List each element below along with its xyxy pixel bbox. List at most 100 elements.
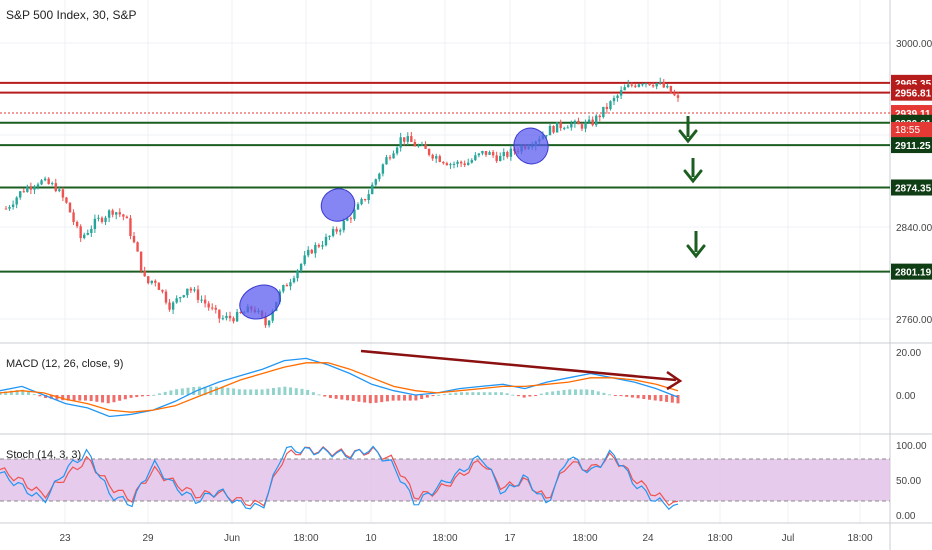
highlight-ellipse bbox=[513, 127, 549, 165]
macd-histogram-bar bbox=[454, 392, 458, 395]
candle-body bbox=[97, 217, 100, 219]
candle-body bbox=[627, 84, 630, 88]
candle-body bbox=[264, 316, 267, 326]
candle-body bbox=[502, 152, 505, 156]
macd-histogram-bar bbox=[363, 395, 367, 403]
macd-histogram-bar bbox=[15, 390, 19, 395]
candle-body bbox=[577, 120, 580, 125]
annotations-layer bbox=[239, 116, 706, 320]
candle-body bbox=[623, 87, 626, 91]
x-tick-label: 18:00 bbox=[847, 533, 872, 544]
stoch-d-line bbox=[0, 446, 679, 507]
down-arrow-head bbox=[683, 169, 703, 184]
candle-body bbox=[299, 263, 303, 271]
stoch-label: Stoch (14, 3, 3) bbox=[6, 449, 82, 461]
candle-body bbox=[339, 230, 342, 232]
candle-body bbox=[125, 216, 129, 219]
candle-body bbox=[19, 191, 22, 198]
level-tag bbox=[891, 84, 932, 101]
macd-histogram-bar bbox=[306, 389, 310, 395]
candle-body bbox=[68, 202, 72, 213]
macd-histogram-bar bbox=[220, 387, 224, 395]
macd-histogram-bar bbox=[591, 389, 595, 395]
macd-histogram-bar bbox=[243, 389, 247, 395]
macd-histogram-bar bbox=[61, 395, 65, 401]
macd-histogram-bar bbox=[260, 389, 264, 395]
macd-histogram-bar bbox=[374, 395, 378, 403]
candle-body bbox=[406, 136, 409, 142]
macd-histogram-bar bbox=[642, 395, 646, 400]
candle-body bbox=[58, 189, 61, 192]
macd-histogram-bar bbox=[21, 389, 25, 395]
candle-body bbox=[666, 85, 669, 88]
macd-histogram-bar bbox=[482, 392, 486, 395]
candle-body bbox=[420, 144, 424, 146]
macd-trend-arrowhead bbox=[666, 370, 683, 391]
countdown-tag bbox=[891, 122, 932, 138]
level-tag bbox=[891, 179, 932, 196]
macd-histogram-bar bbox=[562, 389, 566, 395]
x-tick-label: Jul bbox=[782, 533, 795, 544]
candle-body bbox=[559, 122, 562, 129]
candle-body bbox=[207, 303, 210, 308]
macd-histogram-bar bbox=[596, 391, 600, 395]
macd-histogram-bar bbox=[226, 387, 230, 395]
candle-body bbox=[324, 236, 328, 246]
levels-layer bbox=[0, 81, 890, 273]
candle-body bbox=[4, 208, 8, 210]
macd-label: MACD (12, 26, close, 9) bbox=[6, 358, 124, 370]
macd-histogram-bar bbox=[659, 395, 663, 402]
price-tick-label: 2760.00 bbox=[896, 315, 932, 326]
candle-body bbox=[602, 106, 605, 118]
candle-body bbox=[584, 122, 587, 129]
candle-body bbox=[555, 122, 559, 133]
candle-body bbox=[310, 249, 313, 254]
macd-histogram-bar bbox=[670, 395, 674, 403]
candle-body bbox=[612, 98, 616, 102]
macd-histogram-bar bbox=[608, 394, 612, 396]
candle-body bbox=[442, 161, 445, 164]
macd-histogram-bar bbox=[442, 394, 446, 396]
candle-body bbox=[374, 179, 377, 185]
candle-body bbox=[388, 157, 392, 159]
macd-histogram-bar bbox=[653, 395, 657, 401]
candle-body bbox=[669, 85, 673, 93]
candle-body bbox=[651, 85, 655, 87]
candle-body bbox=[79, 226, 82, 239]
macd-histogram-bar bbox=[232, 388, 236, 395]
macd-histogram-bar bbox=[488, 392, 492, 395]
macd-histogram-bar bbox=[197, 386, 201, 395]
candle-body bbox=[335, 229, 338, 232]
candle-body bbox=[132, 235, 136, 243]
candle-body bbox=[331, 229, 335, 236]
candle-body bbox=[175, 298, 178, 303]
macd-histogram-bar bbox=[215, 386, 219, 395]
candle-body bbox=[655, 83, 658, 87]
candle-body bbox=[122, 214, 125, 217]
candle-body bbox=[147, 276, 150, 284]
candle-body bbox=[491, 152, 495, 156]
macd-histogram-bar bbox=[545, 392, 549, 395]
macd-histogram-bar bbox=[317, 394, 321, 396]
candle-body bbox=[90, 228, 93, 234]
candle-body bbox=[193, 289, 196, 291]
candle-body bbox=[360, 199, 363, 205]
candle-body bbox=[8, 206, 11, 209]
x-tick-label: 18:00 bbox=[293, 533, 318, 544]
macd-histogram-bar bbox=[516, 395, 520, 397]
macd-histogram-bar bbox=[351, 395, 355, 402]
macd-histogram-bar bbox=[602, 392, 606, 395]
candle-body bbox=[648, 83, 651, 86]
candle-body bbox=[367, 194, 370, 200]
candle-body bbox=[289, 282, 292, 287]
candle-body bbox=[481, 151, 484, 154]
candle-body bbox=[22, 191, 25, 193]
candle-body bbox=[314, 244, 317, 254]
highlight-ellipse bbox=[320, 188, 356, 222]
price-tick-label: 2840.00 bbox=[896, 223, 932, 234]
macd-histogram-bar bbox=[397, 395, 401, 401]
macd-histogram-bar bbox=[101, 395, 105, 403]
macd-histogram-bar bbox=[471, 392, 475, 395]
macd-histogram-bar bbox=[573, 389, 577, 395]
